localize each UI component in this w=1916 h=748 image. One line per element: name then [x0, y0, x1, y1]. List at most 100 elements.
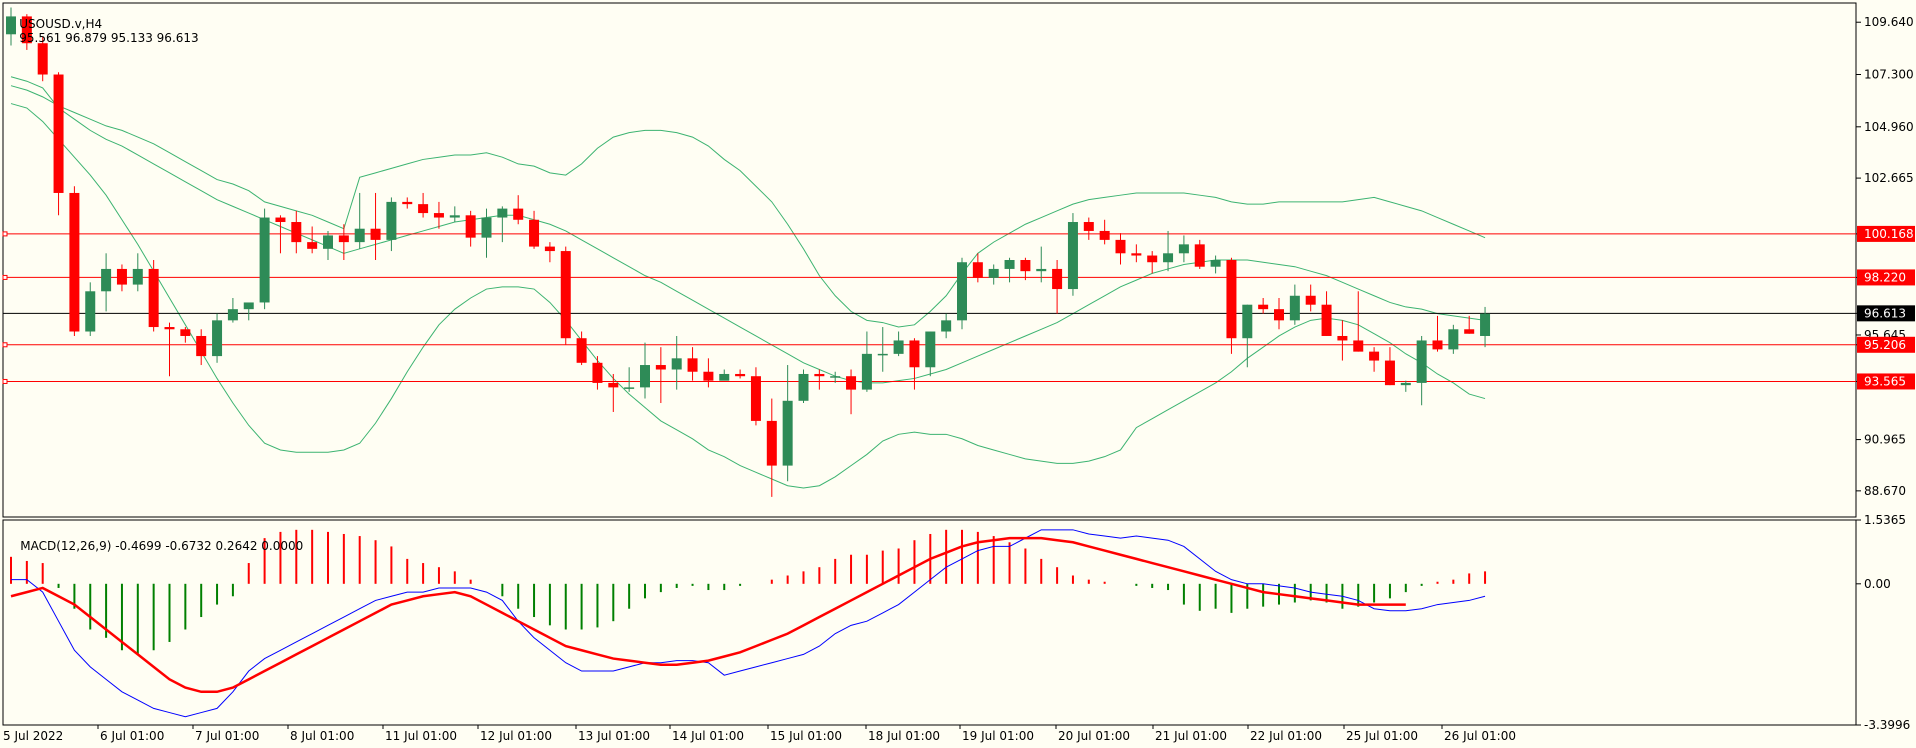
bear-candle — [53, 72, 64, 216]
bear-candle — [164, 322, 175, 377]
bull-candle — [782, 365, 793, 482]
candle-body — [1289, 295, 1300, 321]
candle-body — [465, 215, 476, 238]
candle-body — [877, 353, 888, 356]
time-tick-label: 12 Jul 01:00 — [480, 729, 552, 743]
bull-candle — [6, 7, 16, 46]
time-tick-label: 6 Jul 01:00 — [100, 729, 164, 743]
time-tick-label: 11 Jul 01:00 — [385, 729, 457, 743]
bear-candle — [307, 226, 318, 254]
ohlc-readout: 95.561 96.879 95.133 96.613 — [19, 31, 199, 45]
bull-candle — [85, 282, 96, 336]
bear-candle — [1194, 239, 1205, 269]
candle-body — [655, 365, 666, 370]
candle-body — [1020, 260, 1031, 272]
bull-candle — [1036, 246, 1047, 283]
candle-body — [1052, 268, 1063, 290]
candle-body — [846, 376, 857, 390]
candle-body — [1464, 329, 1475, 334]
candle-body — [386, 201, 397, 240]
candle-body — [370, 228, 381, 240]
bear-candle — [750, 367, 761, 426]
bollinger-upper-line — [10, 85, 1486, 328]
price-tick-label: 93.565 — [1864, 374, 1906, 388]
price-tick-label: 102.665 — [1864, 171, 1914, 185]
bear-candle — [1432, 315, 1443, 352]
candle-body — [449, 215, 460, 218]
bear-candle — [1226, 257, 1237, 354]
candle-body — [21, 16, 32, 44]
candle-body — [798, 373, 809, 401]
candle-body — [1163, 253, 1174, 263]
candle-body — [640, 365, 650, 388]
bear-candle — [275, 215, 286, 254]
bull-candle — [259, 208, 270, 310]
bull-candle — [212, 313, 223, 363]
bull-candle — [957, 257, 967, 330]
candle-body — [481, 217, 492, 238]
candle-body — [1480, 313, 1491, 336]
candle-body — [941, 320, 952, 332]
bear-candle — [655, 347, 666, 404]
candle-body — [101, 268, 112, 292]
price-tick-label: 104.960 — [1864, 120, 1914, 134]
bear-candle — [370, 192, 381, 260]
candle-body — [148, 268, 159, 328]
candle-body — [1004, 260, 1015, 269]
bull-candle — [1004, 257, 1015, 283]
bear-candle — [513, 195, 524, 225]
bear-candle — [1115, 233, 1126, 265]
bull-candle — [227, 297, 238, 323]
bear-candle — [291, 210, 302, 254]
bear-candle — [1083, 217, 1094, 240]
bear-candle — [1147, 251, 1158, 274]
symbol-label: USOUSD.v,H4 — [19, 17, 103, 31]
bull-candle — [671, 335, 682, 390]
main-panel-frame — [2, 2, 1857, 518]
bear-candle — [1131, 244, 1142, 263]
bear-candle — [1384, 347, 1395, 386]
bull-candle — [386, 197, 397, 252]
bull-candle — [893, 331, 904, 357]
macd-tick-label: -3.3996 — [1864, 718, 1910, 732]
macd-panel: 1.5365 0.00 -3.3996 — [10, 513, 1910, 732]
bull-candle — [1416, 335, 1427, 406]
candle-body — [957, 262, 967, 321]
bear-candle — [180, 327, 191, 343]
bull-candle — [243, 302, 254, 321]
bear-candle — [1258, 297, 1269, 314]
bull-candle — [354, 192, 365, 249]
bull-candle — [323, 230, 333, 260]
macd-readout: MACD(12,26,9) -0.4699 -0.6732 0.2642 0.0… — [20, 539, 304, 553]
chart-frame — [2, 2, 1857, 726]
bull-candle — [481, 208, 492, 258]
candle-body — [1115, 239, 1126, 254]
bollinger-middle-line — [10, 76, 1486, 384]
bollinger-bands — [10, 76, 1486, 489]
candle-body — [1131, 253, 1142, 256]
candle-body — [1083, 222, 1094, 231]
bear-candle — [909, 338, 920, 390]
candle-body — [1194, 244, 1205, 267]
candle-body — [529, 219, 540, 247]
candle-body — [1099, 230, 1110, 240]
candle-body — [766, 420, 777, 466]
level-price-badge — [1857, 269, 1915, 286]
candle-body — [37, 43, 48, 75]
candle-body — [1226, 260, 1237, 339]
price-tick-label: 109.640 — [1864, 15, 1914, 29]
bear-candle — [402, 197, 413, 209]
bear-candle — [560, 246, 571, 345]
candle-body — [861, 353, 872, 390]
bear-candle — [116, 264, 127, 292]
time-tick-label: 22 Jul 01:00 — [1250, 729, 1322, 743]
bear-candle — [1353, 291, 1364, 352]
bear-candle — [972, 253, 983, 283]
time-tick-label: 26 Jul 01:00 — [1444, 729, 1516, 743]
candle-body — [116, 268, 127, 285]
candle-body — [1369, 351, 1380, 361]
candle-body — [909, 340, 920, 368]
bull-candle — [1163, 230, 1174, 272]
